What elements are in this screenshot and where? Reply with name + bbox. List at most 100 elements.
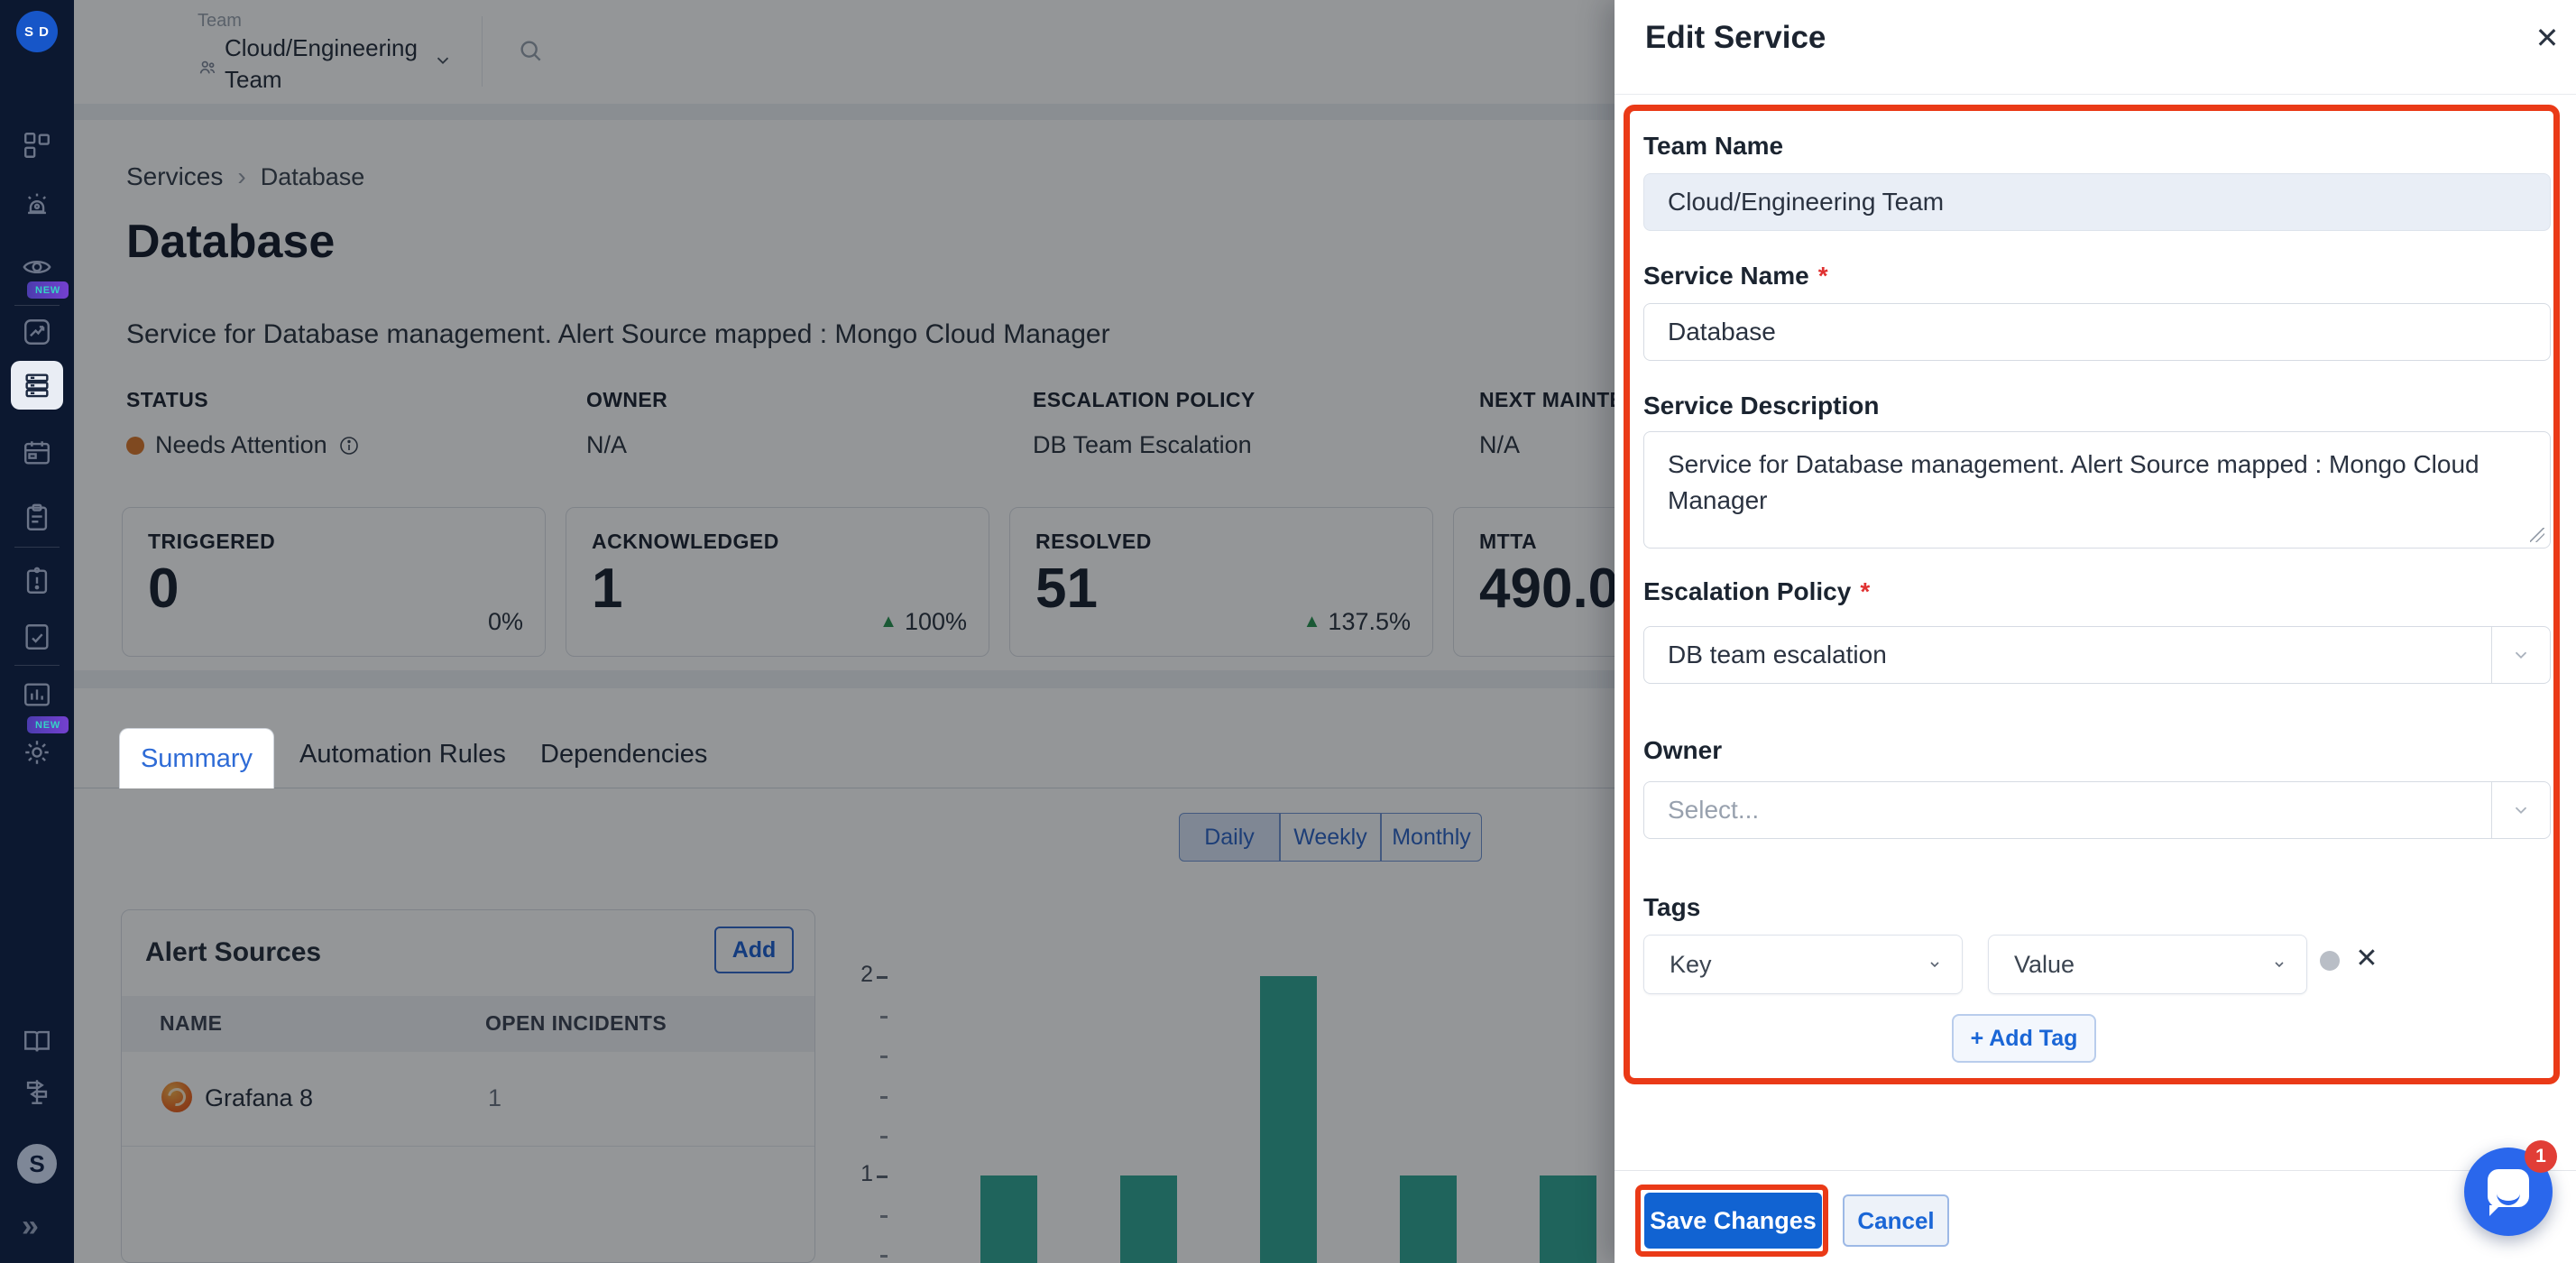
schedules-calendar-icon[interactable] <box>21 437 53 469</box>
chart-bar <box>1120 1175 1177 1263</box>
delta-up-icon: ▲ <box>879 612 897 632</box>
tag-color-dot <box>2320 951 2340 971</box>
chat-unread-badge: 1 <box>2525 1140 2557 1173</box>
y-axis-tick-label: 2 <box>860 962 873 987</box>
chevron-down-icon[interactable] <box>433 51 453 70</box>
metric-label: RESOLVED <box>1035 530 1152 553</box>
alert-sources-title: Alert Sources <box>145 937 322 967</box>
tags-label: Tags <box>1643 893 1701 921</box>
delta-up-icon: ▲ <box>1302 612 1321 632</box>
postmortem-clipboard-icon[interactable] <box>21 565 53 597</box>
team-label: Team <box>198 11 242 31</box>
sidebar: S D NEW NEW S » <box>0 0 74 1263</box>
toggle-monthly[interactable]: Monthly <box>1381 813 1482 862</box>
y-axis-tick <box>880 1095 888 1099</box>
info-icon[interactable] <box>338 435 360 456</box>
service-description-label: Service Description <box>1643 392 1880 419</box>
metric-value: 51 <box>1035 558 1098 620</box>
status-page-doc-check-icon[interactable] <box>21 621 53 653</box>
service-name-field[interactable]: Database <box>1643 303 2551 361</box>
chevron-down-icon[interactable] <box>2491 782 2550 838</box>
squadcast-logo: S <box>17 1144 57 1184</box>
tab-dependencies[interactable]: Dependencies <box>540 740 708 769</box>
period-toggle: Daily Weekly Monthly <box>1179 813 1482 862</box>
table-row[interactable]: Grafana 8 1 <box>122 1052 814 1147</box>
new-badge: NEW <box>27 716 69 733</box>
team-name-label: Team Name <box>1643 132 1784 160</box>
status-value: Needs Attention <box>126 431 360 459</box>
escalation-policy-select[interactable]: DB team escalation <box>1643 626 2551 684</box>
runbooks-clipboard-icon[interactable] <box>21 502 53 534</box>
alert-sources-card: Alert Sources Add NAME OPEN INCIDENTS Gr… <box>121 909 815 1263</box>
user-avatar[interactable]: S D <box>16 11 58 52</box>
dashboard-icon[interactable] <box>21 129 53 161</box>
team-icon <box>198 58 217 78</box>
chevron-down-icon <box>2272 957 2286 972</box>
nav-divider <box>482 16 483 87</box>
chart-bar <box>1400 1175 1457 1263</box>
panel-footer-divider <box>1615 1170 2576 1171</box>
status-dot <box>126 436 144 455</box>
team-name-field: Cloud/Engineering Team <box>1643 173 2551 231</box>
incident-alert-siren-icon[interactable] <box>21 188 53 220</box>
y-axis-tick <box>877 976 888 979</box>
top-nav: Team Cloud/Engineering Team <box>74 0 1615 104</box>
close-icon[interactable]: ✕ <box>2535 22 2560 54</box>
toggle-daily[interactable]: Daily <box>1179 813 1280 862</box>
add-tag-button[interactable]: + Add Tag <box>1952 1014 2096 1063</box>
metric-label: MTTA <box>1479 530 1538 553</box>
service-description-field[interactable]: Service for Database management. Alert S… <box>1643 431 2551 549</box>
docs-book-icon[interactable] <box>21 1025 53 1057</box>
metric-delta: 100% <box>904 608 967 635</box>
tag-value-select[interactable]: Value <box>1988 935 2307 994</box>
metric-value: 0 <box>148 558 179 620</box>
owner-label: OWNER <box>586 388 668 411</box>
owner-select[interactable]: Select... <box>1643 781 2551 839</box>
page-title: Database <box>126 216 336 268</box>
metric-delta: 137.5% <box>1328 608 1411 635</box>
metric-label: TRIGGERED <box>148 530 276 553</box>
slo-trend-icon[interactable] <box>21 316 53 348</box>
add-alert-source-button[interactable]: Add <box>714 927 794 973</box>
oncall-eye-icon[interactable] <box>21 251 53 283</box>
chevron-down-icon[interactable] <box>2491 627 2550 683</box>
chevron-down-icon <box>1927 957 1942 972</box>
y-axis-tick <box>880 1016 888 1019</box>
service-name-label: Service Name * <box>1643 262 1828 290</box>
sidebar-item-services[interactable] <box>11 361 63 410</box>
search-icon[interactable] <box>516 36 545 65</box>
escalation-policy-value: DB Team Escalation <box>1033 431 1252 458</box>
owner-value: N/A <box>586 431 628 458</box>
tag-key-select[interactable]: Key <box>1643 935 1963 994</box>
breadcrumb-separator: › <box>237 162 246 190</box>
cancel-button[interactable]: Cancel <box>1843 1194 1949 1247</box>
tab-summary[interactable]: Summary <box>119 728 274 788</box>
tab-automation-rules[interactable]: Automation Rules <box>299 740 506 769</box>
owner-field-label: Owner <box>1643 736 1723 764</box>
sidebar-expand-icon[interactable]: » <box>22 1209 39 1243</box>
breadcrumb: Services › Database <box>126 162 364 191</box>
toggle-weekly[interactable]: Weekly <box>1280 813 1381 862</box>
sidebar-divider <box>14 547 60 548</box>
save-changes-button[interactable]: Save Changes <box>1644 1193 1822 1249</box>
resize-handle-icon[interactable] <box>2530 528 2544 542</box>
y-axis-tick <box>877 1175 888 1178</box>
table-header <box>122 996 814 1052</box>
settings-gear-icon[interactable] <box>21 736 53 769</box>
team-selector[interactable]: Cloud/Engineering Team <box>225 34 418 94</box>
metric-value: 1 <box>592 558 623 620</box>
panel-title: Edit Service <box>1645 20 1826 55</box>
new-badge: NEW <box>27 281 69 299</box>
status-text: Needs Attention <box>155 431 327 458</box>
guide-signpost-icon[interactable] <box>21 1075 53 1108</box>
required-asterisk: * <box>1817 262 1828 290</box>
alert-source-open-incidents: 1 <box>488 1084 502 1111</box>
sidebar-divider <box>14 305 60 306</box>
analytics-bars-icon[interactable] <box>21 678 53 711</box>
breadcrumb-services[interactable]: Services <box>126 162 224 190</box>
y-axis-tick <box>880 1135 888 1139</box>
remove-tag-icon[interactable]: ✕ <box>2355 943 2378 973</box>
chat-bubble-icon <box>2488 1169 2529 1207</box>
metric-label: ACKNOWLEDGED <box>592 530 779 553</box>
